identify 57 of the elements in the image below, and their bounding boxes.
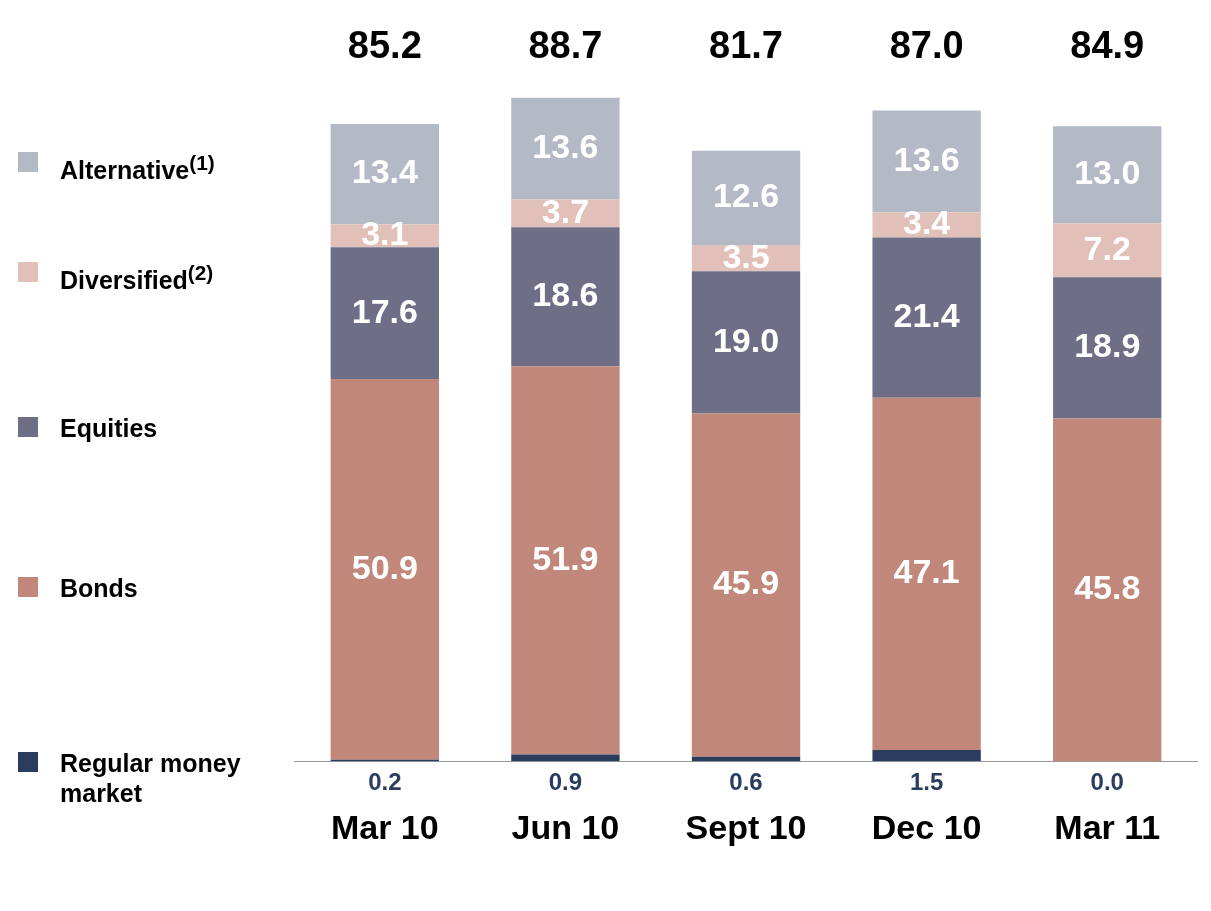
bar	[330, 378, 439, 760]
legend-label: Bonds	[60, 573, 138, 603]
data-label: 17.6	[351, 291, 418, 330]
x-tick-label: Mar 11	[1054, 807, 1161, 846]
bar	[1053, 277, 1162, 419]
data-label: 3.1	[361, 214, 409, 253]
bar	[1053, 418, 1162, 762]
bar	[691, 150, 801, 246]
bar	[511, 366, 620, 755]
data-label: 50.9	[351, 547, 418, 586]
data-label: 7.2	[1083, 228, 1131, 267]
data-label: 47.1	[893, 552, 960, 591]
data-label: 13.6	[893, 139, 960, 178]
data-label: 3.4	[902, 203, 951, 242]
bar	[1053, 126, 1162, 224]
bar	[511, 227, 620, 367]
data-label: 3.7	[541, 191, 590, 230]
bar	[872, 397, 981, 750]
bar	[872, 237, 981, 398]
legend-label: Equities	[60, 413, 158, 443]
total-label: 85.2	[347, 24, 422, 67]
data-label: 1.5	[909, 767, 944, 795]
data-label: 0.0	[1090, 767, 1124, 795]
x-tick-label: Jun 10	[511, 807, 620, 846]
legend-label: Alternative$^{(1)}$	[60, 150, 215, 186]
total-label: 88.7	[528, 24, 603, 67]
data-label: 21.4	[893, 296, 960, 335]
data-label: 45.8	[1074, 568, 1141, 607]
bar	[1053, 223, 1162, 278]
data-label: 51.9	[532, 538, 599, 577]
bar	[872, 749, 981, 762]
bar	[691, 413, 801, 757]
data-label: 18.6	[532, 275, 599, 314]
data-label: 0.6	[729, 767, 763, 795]
data-label: 45.9	[712, 563, 780, 602]
bar	[872, 110, 981, 213]
x-tick-label: Mar 10	[330, 807, 439, 846]
data-label: 19.0	[712, 320, 780, 359]
data-label: 13.4	[351, 152, 418, 191]
legend-label: Diversified$^{(2)}$	[60, 260, 214, 296]
data-label: 12.6	[712, 176, 780, 215]
data-label: 3.5	[722, 236, 770, 275]
bar	[691, 271, 801, 414]
legend-label: Regular money market	[60, 748, 242, 808]
data-label: 0.2	[368, 767, 402, 795]
bar	[511, 97, 620, 200]
total-label: 84.9	[1070, 24, 1145, 67]
data-label: 13.0	[1074, 153, 1141, 192]
bar	[330, 247, 439, 379]
data-label: 0.9	[548, 767, 583, 795]
bar	[511, 754, 620, 762]
total-label: 87.0	[889, 24, 964, 67]
x-tick-label: Sept 10	[685, 807, 807, 846]
data-label: 18.9	[1074, 326, 1141, 365]
total-label: 81.7	[709, 24, 784, 67]
x-tick-label: Dec 10	[871, 807, 982, 846]
data-label: 13.6	[532, 126, 599, 165]
